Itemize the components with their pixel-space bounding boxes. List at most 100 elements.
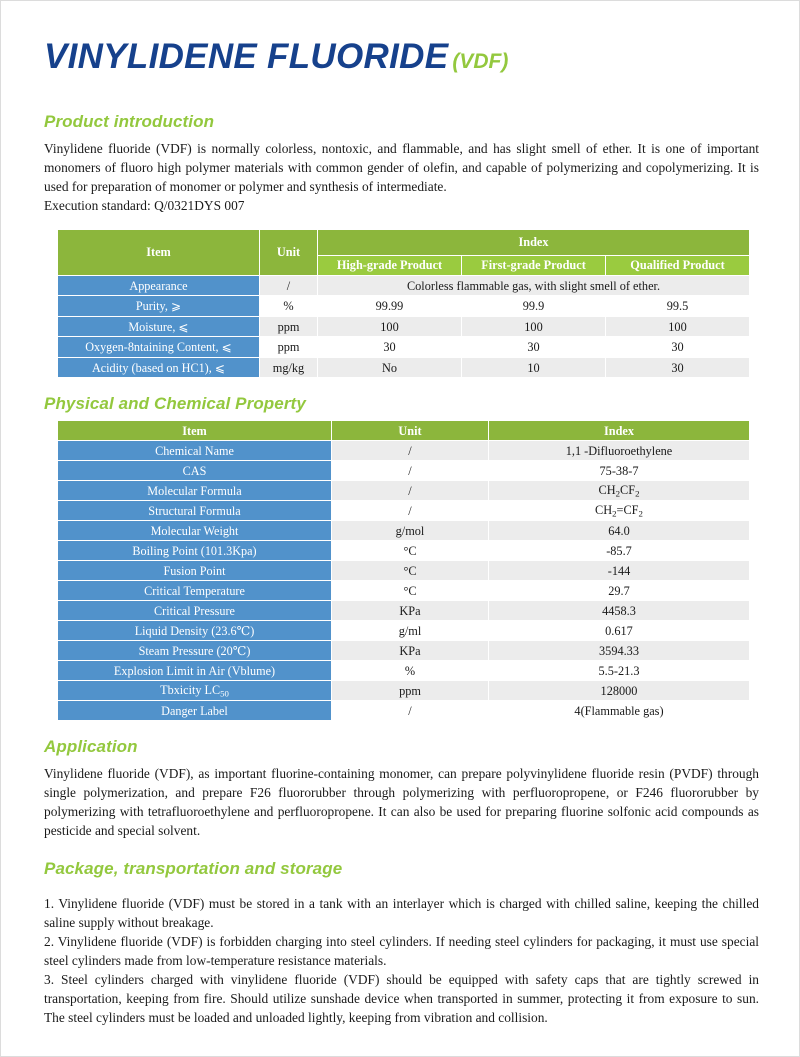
product-introduction-paragraph: Vinylidene fluoride (VDF) is normally co… — [44, 140, 759, 194]
spec-table-container: Item Unit Index High-grade Product First… — [44, 228, 759, 381]
property-row-index: 5.5-21.3 — [488, 660, 750, 682]
property-row-index: -144 — [488, 560, 750, 582]
table-row: Tbxicity LC50 ppm 128000 — [57, 680, 750, 702]
property-row-index: 4(Flammable gas) — [488, 700, 750, 722]
spec-table: Item Unit Index High-grade Product First… — [57, 228, 750, 379]
property-row-index: 3594.33 — [488, 640, 750, 662]
property-table-container: Item Unit Index Chemical Name / 1,1 -Dif… — [44, 420, 759, 723]
property-row-unit: °C — [331, 580, 489, 602]
property-row-unit: ppm — [331, 680, 489, 702]
spec-header-item: Item — [57, 228, 260, 276]
table-row: Moisture, ⩽ ppm 100 100 100 — [57, 315, 750, 338]
table-row: Oxygen-8ntaining Content, ⩽ ppm 30 30 30 — [57, 336, 750, 358]
property-row-item: Tbxicity LC50 — [57, 680, 332, 702]
table-row: Chemical Name / 1,1 -Difluoroethylene — [57, 440, 750, 462]
spec-row-unit: % — [259, 295, 318, 317]
property-header-item: Item — [57, 420, 332, 442]
spec-row-item: Appearance — [57, 274, 260, 297]
table-row: Appearance / Colorless flammable gas, wi… — [57, 274, 750, 297]
spec-header-unit: Unit — [259, 228, 318, 276]
property-row-index: 128000 — [488, 680, 750, 702]
table-row: Structural Formula / CH2=CF2 — [57, 500, 750, 522]
property-row-unit: KPa — [331, 600, 489, 622]
spec-row-unit: ppm — [259, 336, 318, 358]
property-row-item: Fusion Point — [57, 560, 332, 582]
property-row-item: Critical Temperature — [57, 580, 332, 602]
property-row-unit: g/ml — [331, 620, 489, 642]
property-header-index: Index — [488, 420, 750, 442]
spec-row-unit: / — [259, 274, 318, 297]
spec-row-first: 10 — [461, 356, 606, 379]
page-title-abbrev: (VDF) — [452, 50, 509, 73]
execution-standard: Execution standard: Q/0321DYS 007 — [44, 197, 245, 213]
property-row-unit: / — [331, 500, 489, 522]
table-row: Molecular Weight g/mol 64.0 — [57, 520, 750, 542]
table-row: Acidity (based on HC1), ⩽ mg/kg No 10 30 — [57, 356, 750, 379]
table-row: CAS / 75-38-7 — [57, 460, 750, 482]
property-row-item: Steam Pressure (20℃) — [57, 640, 332, 662]
section-heading-application: Application — [44, 737, 138, 757]
spec-row-high: 99.99 — [317, 295, 462, 317]
application-paragraph: Vinylidene fluoride (VDF), as important … — [44, 766, 759, 839]
section-heading-physical-chemical: Physical and Chemical Property — [44, 394, 306, 414]
property-row-unit: g/mol — [331, 520, 489, 542]
property-row-index: 29.7 — [488, 580, 750, 602]
spec-table-header-row-1: Item Unit Index — [57, 228, 750, 276]
property-row-index: CH2CF2 — [488, 480, 750, 502]
property-table-body: Chemical Name / 1,1 -Difluoroethylene CA… — [57, 440, 750, 722]
spec-row-item: Acidity (based on HC1), ⩽ — [57, 356, 260, 379]
spec-row-high: No — [317, 356, 462, 379]
table-row: Explosion Limit in Air (Vblume) % 5.5-21… — [57, 660, 750, 682]
page-title-main: VINYLIDENE FLUORIDE — [44, 37, 449, 76]
property-header-unit: Unit — [331, 420, 489, 442]
property-row-unit: KPa — [331, 640, 489, 662]
property-row-index: 64.0 — [488, 520, 750, 542]
property-row-index: 75-38-7 — [488, 460, 750, 482]
spec-row-qualified: 30 — [605, 356, 750, 379]
spec-row-first: 99.9 — [461, 295, 606, 317]
property-row-item: Critical Pressure — [57, 600, 332, 622]
property-row-item: Liquid Density (23.6℃) — [57, 620, 332, 642]
spec-header-first-grade: First-grade Product — [461, 254, 606, 276]
spec-header-index: Index — [317, 228, 750, 256]
property-row-item: Boiling Point (101.3Kpa) — [57, 540, 332, 562]
spec-table-head: Item Unit Index High-grade Product First… — [57, 228, 750, 276]
table-row: Danger Label / 4(Flammable gas) — [57, 700, 750, 722]
table-row: Boiling Point (101.3Kpa) °C -85.7 — [57, 540, 750, 562]
property-row-unit: / — [331, 460, 489, 482]
page-title: VINYLIDENE FLUORIDE (VDF) — [44, 37, 759, 76]
property-row-index: 1,1 -Difluoroethylene — [488, 440, 750, 462]
property-row-item: Chemical Name — [57, 440, 332, 462]
spec-row-first: 30 — [461, 336, 606, 358]
section-heading-product-introduction: Product introduction — [44, 111, 215, 131]
spec-header-qualified: Qualified Product — [605, 254, 750, 276]
property-row-unit: °C — [331, 540, 489, 562]
table-row: Fusion Point °C -144 — [57, 560, 750, 582]
property-row-unit: / — [331, 480, 489, 502]
package-item-3: 3. Steel cylinders charged with vinylide… — [44, 971, 759, 1025]
table-row: Liquid Density (23.6℃) g/ml 0.617 — [57, 620, 750, 642]
table-row: Steam Pressure (20℃) KPa 3594.33 — [57, 640, 750, 662]
table-row: Critical Pressure KPa 4458.3 — [57, 600, 750, 622]
property-row-index: 0.617 — [488, 620, 750, 642]
table-row: Molecular Formula / CH2CF2 — [57, 480, 750, 502]
spec-row-high: 30 — [317, 336, 462, 358]
property-row-item: Molecular Formula — [57, 480, 332, 502]
spec-row-unit: ppm — [259, 315, 318, 338]
spec-row-item: Moisture, ⩽ — [57, 315, 260, 338]
spec-row-appearance-value: Colorless flammable gas, with slight sme… — [317, 274, 750, 297]
property-row-item: Molecular Weight — [57, 520, 332, 542]
property-row-unit: % — [331, 660, 489, 682]
property-row-index: CH2=CF2 — [488, 500, 750, 522]
property-row-item: Danger Label — [57, 700, 332, 722]
spec-table-header-row-2: High-grade Product First-grade Product Q… — [58, 254, 750, 276]
spec-row-qualified: 99.5 — [605, 295, 750, 317]
property-row-item: Explosion Limit in Air (Vblume) — [57, 660, 332, 682]
spec-row-qualified: 30 — [605, 336, 750, 358]
property-row-item: Structural Formula — [57, 500, 332, 522]
property-table-head: Item Unit Index — [57, 420, 750, 442]
property-row-index: 4458.3 — [488, 600, 750, 622]
spec-row-qualified: 100 — [605, 315, 750, 338]
property-table: Item Unit Index Chemical Name / 1,1 -Dif… — [57, 420, 750, 722]
